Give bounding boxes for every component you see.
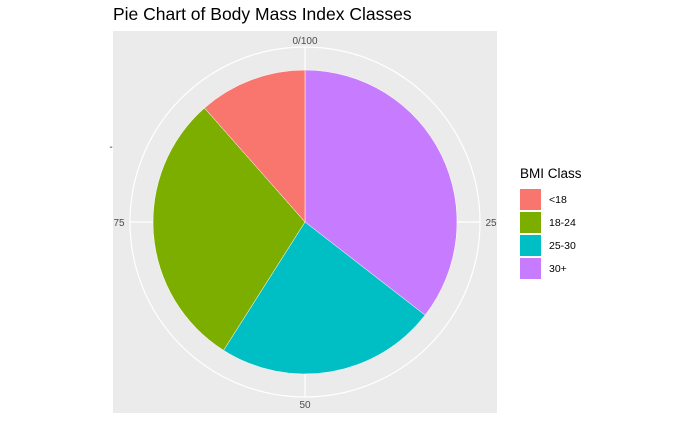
slice-layer — [152, 69, 458, 375]
radial-tick-label: - — [109, 142, 112, 153]
legend-key — [520, 235, 541, 256]
legend-title: BMI Class — [520, 166, 582, 181]
legend-key — [520, 212, 541, 233]
legend-label: 18-24 — [549, 216, 576, 229]
theta-tick-label: 0/100 — [292, 36, 317, 47]
legend: BMI Class <18 18-24 25-30 30+ — [520, 166, 582, 280]
pie-slice-30 — [304, 69, 458, 316]
tick-layer: 0/100 25 50 75 - — [109, 36, 497, 411]
legend-item: 25-30 — [520, 234, 582, 257]
pie-slice-18 — [204, 69, 306, 223]
legend-label: 25-30 — [549, 239, 576, 252]
legend-label: 30+ — [549, 262, 567, 275]
legend-item: <18 — [520, 188, 582, 211]
chart-title: Pie Chart of Body Mass Index Classes — [113, 4, 412, 24]
legend-item: 18-24 — [520, 211, 582, 234]
pie-slice-18-24 — [152, 107, 306, 351]
legend-key — [520, 258, 541, 279]
legend-label: <18 — [549, 193, 567, 206]
legend-items: <18 18-24 25-30 30+ — [520, 188, 582, 280]
theta-tick-label: 75 — [113, 218, 125, 229]
pie-slice-25-30 — [223, 221, 426, 375]
theta-tick-label: 50 — [299, 400, 311, 411]
legend-key — [520, 189, 541, 210]
legend-item: 30+ — [520, 257, 582, 280]
theta-tick-label: 25 — [485, 218, 497, 229]
